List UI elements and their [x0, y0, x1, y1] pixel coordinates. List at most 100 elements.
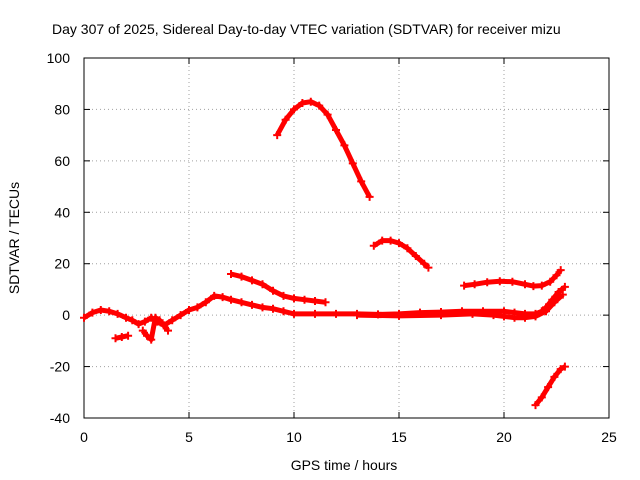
- series-line: [230, 271, 326, 305]
- data-point: [508, 277, 517, 286]
- data-point: [134, 320, 143, 329]
- data-point: [290, 309, 298, 318]
- data-point: [411, 252, 420, 260]
- series-arc-main-lower: [353, 290, 567, 322]
- y-tick-label: 0: [62, 307, 70, 323]
- data-point: [151, 313, 160, 322]
- data-point: [258, 280, 267, 289]
- data-point: [311, 309, 319, 318]
- series-arc-late-upper: [460, 266, 565, 291]
- data-point: [386, 236, 395, 245]
- data-point: [556, 266, 565, 275]
- data-point: [176, 311, 185, 320]
- data-point: [143, 331, 151, 340]
- data-point: [332, 126, 340, 134]
- data-point: [273, 131, 282, 140]
- data-point: [80, 313, 88, 322]
- y-axis-label: SDTVAR / TECUs: [6, 182, 22, 294]
- data-point: [495, 277, 504, 286]
- data-point: [138, 326, 147, 335]
- data-point: [365, 192, 374, 201]
- data-point: [111, 334, 120, 343]
- data-point: [357, 177, 366, 186]
- data-point: [237, 272, 246, 281]
- data-point: [140, 317, 149, 326]
- grid-lines: [84, 58, 609, 418]
- x-axis-label: GPS time / hours: [291, 457, 398, 473]
- data-point: [122, 313, 130, 322]
- data-point: [248, 276, 256, 285]
- data-point: [185, 306, 193, 314]
- plot-frame: [83, 57, 610, 419]
- data-point: [550, 372, 559, 381]
- data-point: [332, 309, 340, 318]
- data-point: [500, 312, 508, 321]
- data-point: [510, 313, 519, 322]
- data-point: [554, 288, 563, 296]
- data-point: [420, 259, 429, 268]
- data-point: [546, 277, 555, 286]
- data-point: [531, 312, 540, 321]
- data-point: [258, 303, 267, 312]
- series-arc-early-lower: [111, 331, 133, 343]
- data-point: [159, 321, 168, 330]
- data-point: [323, 110, 332, 119]
- data-point: [556, 365, 565, 374]
- data-point: [105, 307, 114, 316]
- data-point: [210, 291, 219, 300]
- series-arc-early-b: [138, 313, 172, 344]
- data-point: [531, 401, 540, 410]
- series-arc-bump: [227, 270, 330, 307]
- data-point: [218, 293, 227, 302]
- data-point: [227, 270, 235, 278]
- x-tick-label: 20: [496, 429, 512, 445]
- y-tick-label: -40: [50, 410, 70, 426]
- data-point: [521, 313, 529, 322]
- data-point: [315, 101, 324, 110]
- series-line: [275, 99, 372, 199]
- data-point: [395, 311, 403, 320]
- data-point: [521, 280, 529, 289]
- data-point: [147, 335, 156, 344]
- chart-title: Day 307 of 2025, Sidereal Day-to-day VTE…: [52, 21, 561, 37]
- x-tick-label: 0: [80, 429, 88, 445]
- y-tick-label: 60: [54, 153, 70, 169]
- data-point: [201, 298, 210, 307]
- series-arc-high: [273, 97, 374, 201]
- data-point: [560, 362, 569, 371]
- data-point: [128, 316, 137, 325]
- data-point: [550, 298, 559, 307]
- data-point: [300, 295, 309, 304]
- y-tick-label: 100: [47, 50, 71, 66]
- data-point: [168, 316, 177, 325]
- data-point: [117, 333, 126, 341]
- data-point: [124, 331, 133, 340]
- x-tick-label: 15: [391, 429, 407, 445]
- data-point: [298, 99, 307, 107]
- x-tick-label: 5: [185, 429, 193, 445]
- x-tick-label: 10: [286, 429, 302, 445]
- data-point: [560, 282, 569, 291]
- data-point: [290, 294, 298, 303]
- data-point: [558, 290, 567, 299]
- data-point: [424, 263, 433, 272]
- data-point: [113, 309, 122, 318]
- data-point: [269, 304, 277, 313]
- data-point: [88, 308, 97, 317]
- data-point: [489, 311, 498, 320]
- data-point: [395, 239, 403, 248]
- y-tick-label: 20: [54, 256, 70, 272]
- data-point: [529, 282, 538, 291]
- data-point: [369, 241, 378, 250]
- data-point: [311, 297, 319, 305]
- data-point: [227, 295, 235, 304]
- data-point: [155, 316, 164, 325]
- data-point: [483, 278, 492, 287]
- data-point: [460, 281, 469, 290]
- data-point: [470, 280, 479, 289]
- data-point: [306, 97, 315, 106]
- series-line: [356, 292, 565, 321]
- x-tick-label: 25: [601, 429, 617, 445]
- data-point: [96, 306, 105, 314]
